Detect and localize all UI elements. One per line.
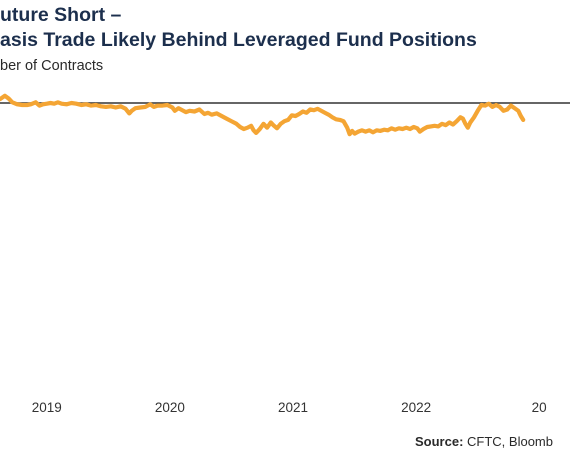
chart-title-line-1: uture Short –	[0, 4, 122, 26]
source-text: CFTC, Bloomb	[463, 434, 553, 449]
x-tick-label: 20	[532, 400, 547, 415]
chart-title-line-2: asis Trade Likely Behind Leveraged Fund …	[0, 29, 477, 51]
x-tick-label: 2019	[32, 400, 62, 415]
x-axis-ticks: 2019 2020 2021 2022 20	[32, 400, 547, 415]
chart-title: uture Short – asis Trade Likely Behind L…	[0, 3, 477, 53]
chart-subtitle: ber of Contracts	[0, 58, 104, 74]
series-line	[0, 93, 526, 137]
x-tick-label: 2022	[401, 400, 431, 415]
x-tick-label: 2020	[155, 400, 185, 415]
source-label: Source:	[415, 434, 464, 449]
x-tick-label: 2021	[278, 400, 308, 415]
source-note: Source: CFTC, Bloomb	[415, 434, 553, 449]
